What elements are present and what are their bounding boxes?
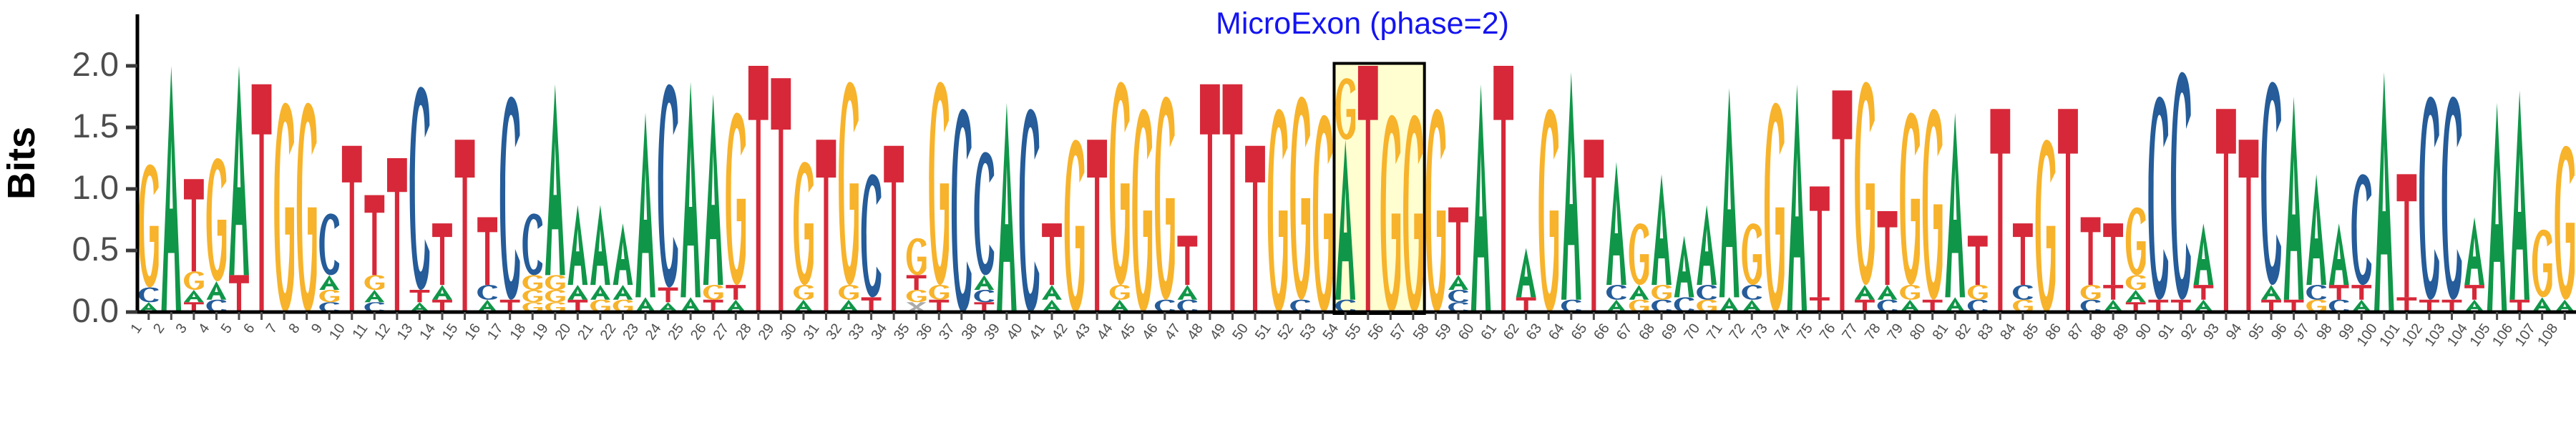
svg-text:0.0: 0.0	[72, 291, 119, 329]
svg-text:1.5: 1.5	[72, 107, 119, 145]
svg-text:0.5: 0.5	[72, 230, 119, 268]
svg-text:1.0: 1.0	[72, 168, 119, 206]
svg-text:MicroExon (phase=2): MicroExon (phase=2)	[1216, 6, 1509, 41]
svg-text:2.0: 2.0	[72, 45, 119, 83]
svg-text:Bits: Bits	[0, 127, 43, 200]
